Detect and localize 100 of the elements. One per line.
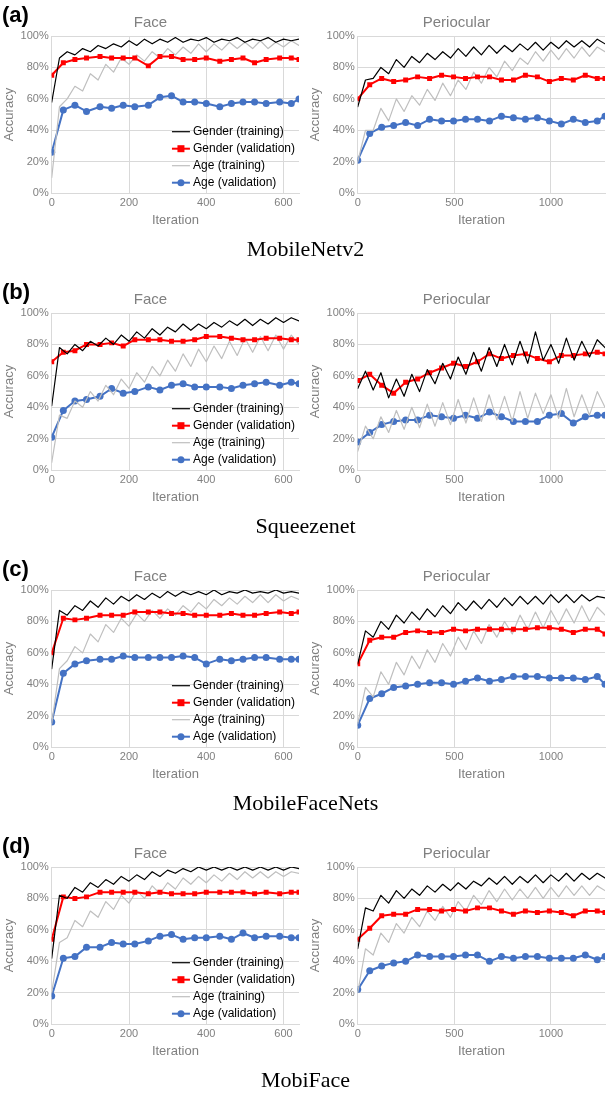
y-tick-label: 40%: [26, 123, 49, 136]
y-tick-label: 20%: [26, 708, 49, 721]
legend-label: Age (training): [192, 435, 265, 450]
y-axis-title: Accuracy: [307, 641, 323, 696]
x-axis-title: Iteration: [457, 1042, 505, 1058]
x-tick-label: 0: [48, 195, 55, 208]
text: (b): [2, 279, 31, 305]
y-tick-label: 80%: [332, 337, 355, 350]
y-tick-label: 60%: [332, 368, 355, 381]
y-axis-title: Accuracy: [307, 364, 323, 419]
x-tick-label: 200: [119, 472, 139, 485]
legend-label: Age (validation): [192, 452, 277, 467]
legend-label: Age (training): [192, 158, 265, 173]
x-tick-label: 0: [354, 1026, 361, 1039]
y-axis-title: Accuracy: [1, 364, 17, 419]
legend-label: Gender (validation): [192, 141, 296, 156]
y-tick-label: 60%: [26, 922, 49, 935]
y-tick-label: 20%: [26, 154, 49, 167]
legend-label: Gender (validation): [192, 695, 296, 710]
chart-title: Periocular: [422, 844, 491, 862]
legend-label: Age (validation): [192, 729, 277, 744]
y-tick-label: 40%: [332, 400, 355, 413]
x-tick-label: 0: [48, 472, 55, 485]
legend-label: Gender (training): [192, 955, 284, 970]
x-tick-label: 400: [197, 1026, 216, 1039]
y-tick-label: 100%: [326, 860, 355, 873]
y-tick-label: 100%: [20, 583, 49, 596]
y-tick-label: 40%: [332, 677, 355, 690]
y-tick-label: 20%: [332, 708, 355, 721]
y-tick-label: 40%: [26, 954, 49, 967]
y-tick-label: 100%: [20, 29, 49, 42]
x-axis-title: Iteration: [457, 211, 505, 227]
y-tick-label: 40%: [26, 400, 49, 413]
chart-title: Face: [133, 13, 168, 31]
legend-label: Gender (validation): [192, 418, 296, 433]
legend-label: Age (training): [192, 989, 265, 1004]
y-tick-label: 100%: [326, 306, 355, 319]
x-axis-title: Iteration: [457, 488, 505, 504]
chart-title: Periocular: [422, 13, 491, 31]
x-tick-label: 600: [274, 1026, 293, 1039]
y-tick-label: 60%: [26, 368, 49, 381]
y-tick-label: 100%: [20, 860, 49, 873]
y-tick-label: 80%: [332, 614, 355, 627]
x-tick-label: 0: [48, 1026, 55, 1039]
legend-label: Age (validation): [192, 175, 277, 190]
y-tick-label: 80%: [26, 337, 49, 350]
x-tick-label: 500: [445, 1026, 464, 1039]
y-tick-label: 20%: [26, 985, 49, 998]
y-axis-title: Accuracy: [307, 918, 323, 973]
x-tick-label: 600: [274, 195, 293, 208]
x-tick-label: 500: [445, 472, 464, 485]
chart-title: Periocular: [422, 567, 491, 585]
y-tick-label: 80%: [26, 891, 49, 904]
x-axis-title: Iteration: [151, 1042, 199, 1058]
y-tick-label: 100%: [20, 306, 49, 319]
chart-title: Face: [133, 290, 168, 308]
y-axis-title: Accuracy: [1, 87, 17, 142]
y-tick-label: 60%: [26, 645, 49, 658]
y-tick-label: 20%: [26, 431, 49, 444]
y-tick-label: 80%: [26, 60, 49, 73]
y-tick-label: 0%: [338, 740, 355, 753]
legend-label: Age (training): [192, 712, 265, 727]
x-tick-label: 200: [119, 195, 139, 208]
legend-label: Gender (validation): [192, 972, 296, 987]
legend-label: Gender (training): [192, 678, 284, 693]
x-tick-label: 600: [274, 749, 293, 762]
chart-title: Face: [133, 567, 168, 585]
legend-label: Gender (training): [192, 401, 284, 416]
x-tick-label: 600: [274, 472, 293, 485]
y-tick-label: 80%: [332, 60, 355, 73]
y-tick-label: 20%: [332, 985, 355, 998]
text: Squeezenet: [254, 513, 357, 539]
y-tick-label: 0%: [32, 186, 49, 199]
y-tick-label: 40%: [332, 123, 355, 136]
x-tick-label: 200: [119, 749, 139, 762]
x-axis-title: Iteration: [151, 488, 199, 504]
y-tick-label: 0%: [338, 186, 355, 199]
y-tick-label: 60%: [332, 645, 355, 658]
text: (a): [2, 2, 29, 28]
x-tick-label: 1000: [538, 472, 564, 485]
x-tick-label: 400: [197, 195, 216, 208]
y-axis-title: Accuracy: [1, 918, 17, 973]
x-tick-label: 500: [445, 195, 464, 208]
x-tick-label: 400: [197, 472, 216, 485]
y-tick-label: 80%: [332, 891, 355, 904]
x-tick-label: 1000: [538, 749, 564, 762]
y-tick-label: 80%: [26, 614, 49, 627]
y-tick-label: 0%: [32, 463, 49, 476]
x-tick-label: 0: [354, 472, 361, 485]
x-axis-title: Iteration: [151, 211, 199, 227]
x-tick-label: 0: [48, 749, 55, 762]
text: MobileFaceNets: [231, 790, 380, 816]
x-tick-label: 500: [445, 749, 464, 762]
text: MobileNetv2: [245, 236, 366, 262]
y-tick-label: 0%: [338, 1017, 355, 1030]
y-tick-label: 60%: [332, 922, 355, 935]
chart-title: Periocular: [422, 290, 491, 308]
y-tick-label: 60%: [332, 91, 355, 104]
y-tick-label: 40%: [26, 677, 49, 690]
x-tick-label: 1000: [538, 195, 564, 208]
